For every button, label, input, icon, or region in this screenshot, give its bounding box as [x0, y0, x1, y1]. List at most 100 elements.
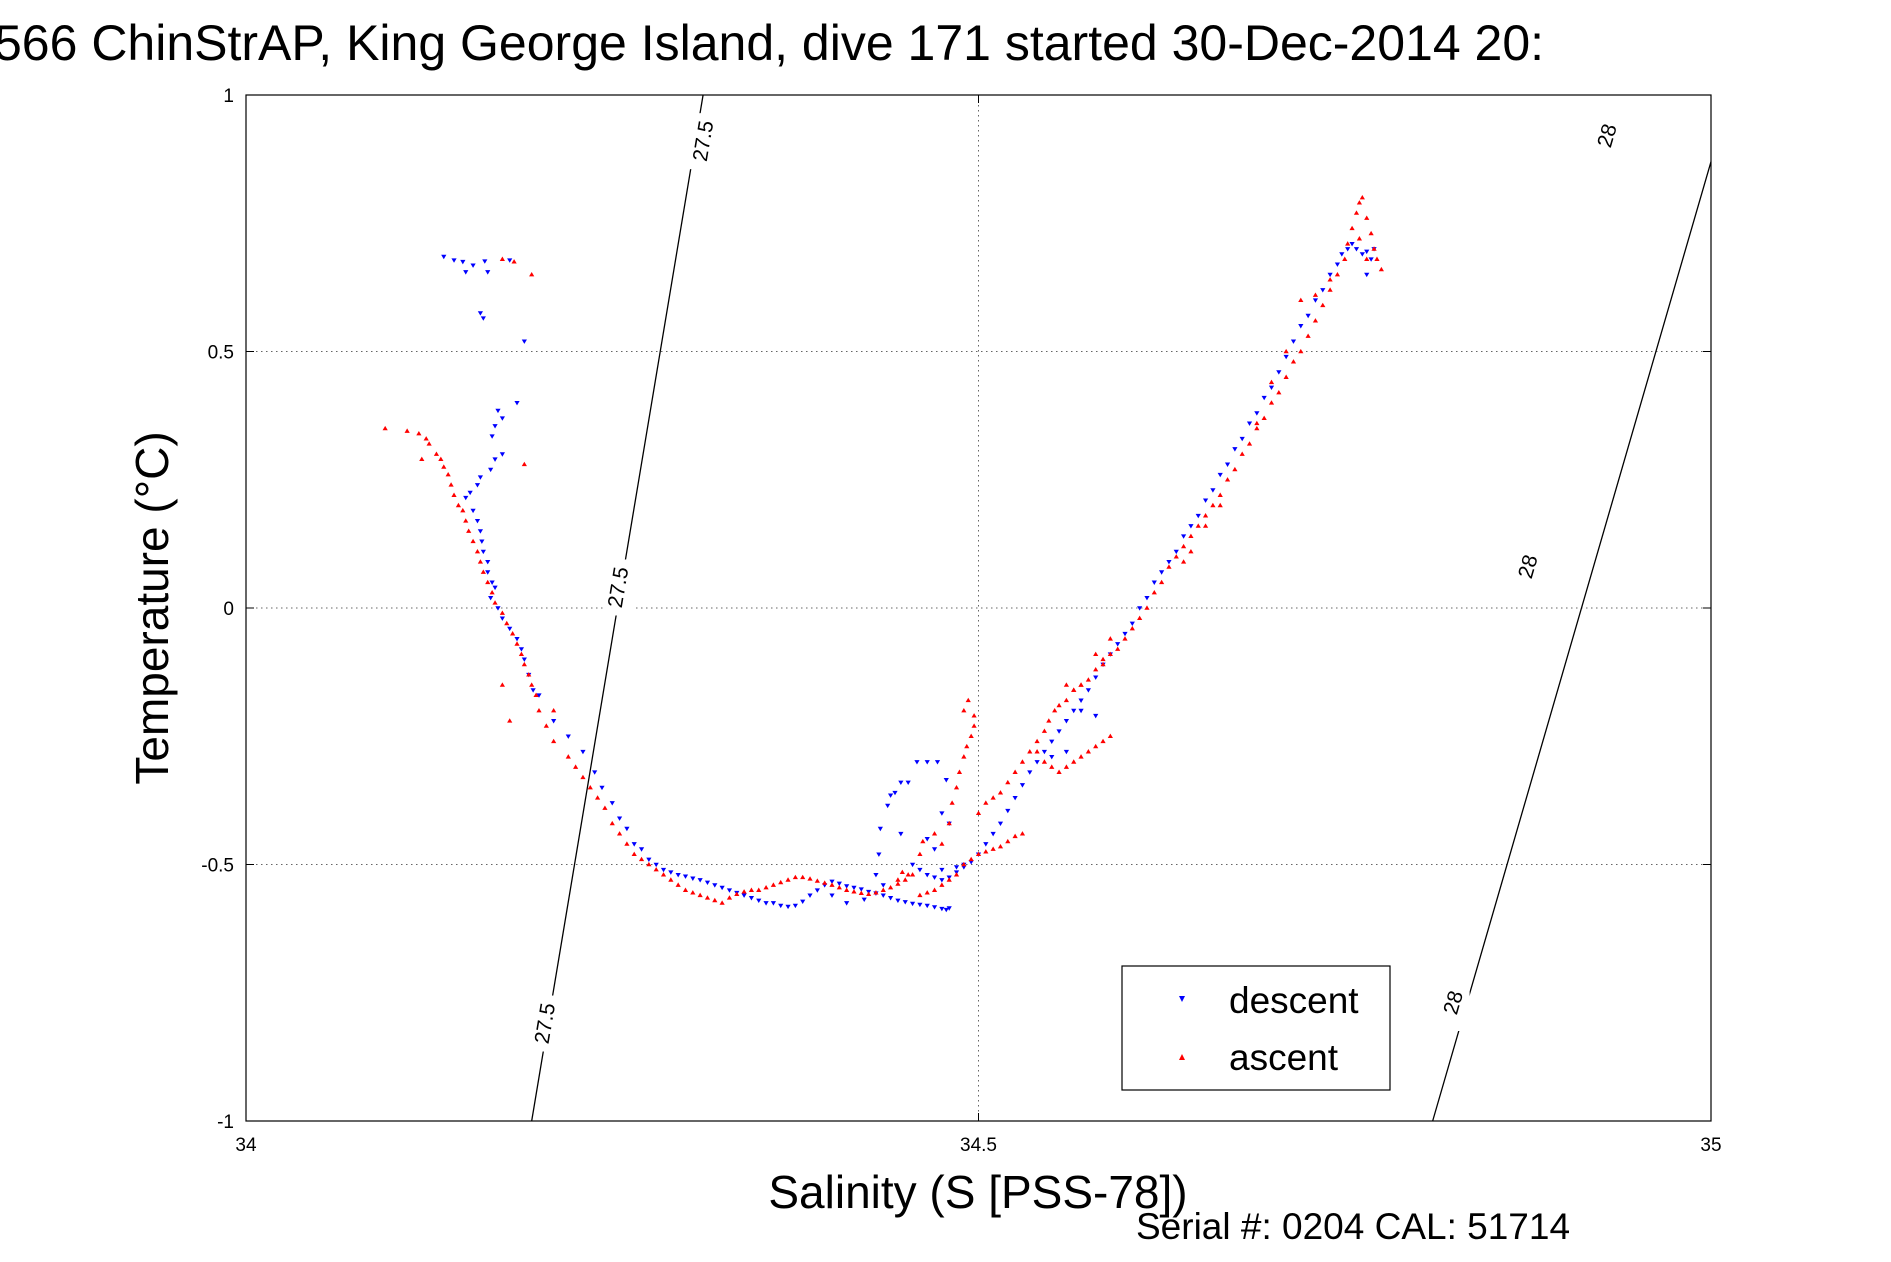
ascent-point [1115, 646, 1121, 651]
ascent-point [1298, 348, 1304, 354]
ascent-point [1041, 728, 1048, 733]
descent-point [1078, 698, 1084, 703]
descent-point [609, 801, 615, 806]
isopycnal-label-bg [689, 113, 720, 170]
descent-point [1368, 257, 1374, 262]
ascent-point [1027, 749, 1033, 754]
descent-point [1364, 272, 1370, 278]
descent-point [495, 408, 501, 414]
ascent-point [968, 733, 974, 739]
descent-point [565, 734, 571, 739]
ascent-point [983, 800, 989, 805]
ascent-point [1034, 738, 1040, 744]
ascent-point [573, 764, 579, 769]
ascent-point [595, 795, 601, 800]
ascent-point [1210, 502, 1216, 508]
chart-title: 566 ChinStrAP, King George Island, dive … [0, 15, 1544, 71]
descent-point [943, 778, 949, 783]
descent-point [1217, 472, 1223, 478]
ascent-point [474, 548, 481, 554]
ascent-point [1356, 200, 1362, 205]
ascent-point [971, 713, 977, 718]
ascent-point [1364, 215, 1370, 220]
descent-point [914, 760, 920, 765]
ascent-point [460, 507, 466, 513]
descent-point [1349, 241, 1355, 247]
ascent-point [1063, 764, 1069, 769]
descent-point [844, 901, 850, 906]
descent-point [800, 899, 806, 905]
y-tick-label: -1 [217, 1112, 234, 1133]
ascent-point [551, 738, 557, 744]
descent-point [1144, 595, 1150, 601]
ascent-point [905, 872, 911, 877]
ascent-point [438, 456, 444, 462]
ascent-point [917, 892, 923, 898]
descent-point [1290, 339, 1297, 344]
descent-point [1359, 252, 1365, 257]
legend-descent-label: descent [1229, 980, 1359, 1021]
descent-point [1093, 675, 1099, 680]
descent-point [924, 760, 930, 765]
ascent-point [1290, 359, 1297, 364]
serial-cal-footer: Serial #: 0204 CAL: 51714 [1136, 1206, 1570, 1247]
ascent-point [1202, 513, 1209, 518]
ascent-point [1012, 769, 1018, 774]
descent-point [858, 887, 864, 892]
ascent-point [895, 877, 901, 882]
ascent-point [1305, 333, 1311, 338]
ascent-point [1181, 559, 1187, 564]
ascent-point [624, 841, 630, 846]
ascent-point [521, 461, 527, 467]
descent-point [880, 893, 886, 898]
x-tick-label: 35 [1700, 1135, 1721, 1156]
ascent-point [822, 880, 828, 885]
descent-point [477, 529, 483, 534]
ascent-point [514, 641, 520, 646]
ascent-point [1063, 682, 1069, 687]
descent-point [551, 719, 557, 724]
descent-point [1327, 272, 1333, 278]
ascent-point [719, 900, 725, 905]
x-tick-label: 34.5 [960, 1135, 997, 1156]
descent-point [844, 884, 850, 889]
descent-point [792, 903, 798, 909]
isopycnal-label-bg [1593, 108, 1624, 165]
descent-point [460, 259, 466, 265]
descent-point [885, 803, 891, 809]
descent-point [1364, 249, 1370, 255]
ascent-point [382, 425, 388, 431]
ascent-point [704, 895, 711, 900]
ascent-point [1041, 759, 1048, 764]
ascent-point [712, 897, 718, 903]
ascent-point [1261, 415, 1267, 420]
ascent-point [504, 620, 510, 626]
ascent-point [1078, 682, 1084, 687]
ascent-point [909, 872, 916, 877]
ascent-point [726, 895, 733, 900]
descent-point [997, 821, 1004, 827]
ascent-point [1122, 636, 1128, 641]
ascent-point [964, 743, 970, 749]
ascent-point [455, 502, 462, 508]
ascent-point [1056, 769, 1062, 774]
descent-point [946, 906, 952, 911]
descent-point [690, 876, 696, 881]
descent-point [470, 508, 476, 514]
series-ascent [382, 195, 1384, 905]
ascent-point [785, 877, 791, 882]
ascent-point [895, 881, 901, 886]
ascent-point [902, 877, 908, 882]
descent-point [638, 847, 645, 852]
descent-point [704, 880, 711, 886]
descent-point [1210, 488, 1216, 493]
descent-point [1122, 631, 1128, 637]
ascent-point [851, 889, 857, 894]
ascent-point [1276, 389, 1282, 395]
descent-point [1254, 411, 1260, 416]
descent-point [646, 857, 652, 862]
ascent-point [529, 271, 535, 277]
ascent-point [441, 464, 447, 469]
ascent-point [741, 889, 747, 894]
